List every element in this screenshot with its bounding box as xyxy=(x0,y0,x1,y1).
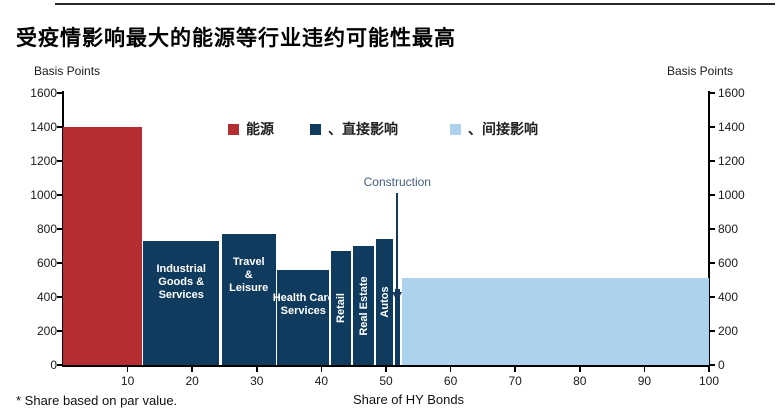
construction-annotation-label: Construction xyxy=(363,175,431,189)
y-tick-right xyxy=(709,296,715,298)
y-tick-label-right: 200 xyxy=(718,324,739,338)
y-tick-label-right: 1400 xyxy=(718,120,745,134)
x-tick-label: 90 xyxy=(637,374,652,388)
footnote: * Share based on par value. xyxy=(16,393,178,408)
y-tick-right xyxy=(709,262,715,264)
legend-item-2: 、间接影响 xyxy=(450,119,538,139)
bar-indirect xyxy=(401,278,709,365)
y-axis-unit-right: Basis Points xyxy=(667,64,734,78)
y-tick-right xyxy=(709,364,715,366)
x-tick xyxy=(191,367,193,372)
y-tick-right xyxy=(709,194,715,196)
y-tick-label-left: 400 xyxy=(36,290,57,304)
legend-label-2: 、间接影响 xyxy=(468,121,538,137)
legend-label-0: 能源 xyxy=(246,121,274,137)
legend-swatch-0 xyxy=(228,123,239,135)
x-tick-label: 10 xyxy=(120,374,135,388)
y-tick-label-left: 1400 xyxy=(30,120,57,134)
y-tick-label-right: 600 xyxy=(718,256,739,270)
bar-energy xyxy=(63,127,142,365)
y-tick-left xyxy=(57,194,63,196)
legend-label-1: 、直接影响 xyxy=(328,121,398,137)
x-axis xyxy=(62,365,710,367)
legend-swatch-1 xyxy=(310,123,321,135)
x-tick xyxy=(514,367,516,372)
y-tick-label-left: 1000 xyxy=(30,188,57,202)
bar-health-care-services xyxy=(277,269,330,365)
x-tick xyxy=(126,367,129,372)
y-tick-label-right: 0 xyxy=(718,358,725,372)
bar-travel-leisure xyxy=(221,234,276,365)
y-tick-label-right: 400 xyxy=(718,290,739,304)
x-tick xyxy=(320,367,323,372)
y-tick-right xyxy=(709,126,715,128)
y-tick-right xyxy=(709,330,715,332)
y-tick-label-right: 1200 xyxy=(718,154,745,168)
y-tick-left xyxy=(57,160,63,162)
y-tick-right xyxy=(709,228,715,230)
y-tick-right xyxy=(709,160,715,162)
chart-title: 受疫情影响最大的能源等行业违约可能性最高 xyxy=(16,27,456,50)
x-tick-label: 70 xyxy=(508,374,522,388)
bar-industrial-goods-services xyxy=(143,240,220,365)
x-tick-label: 40 xyxy=(314,374,329,388)
legend-item-1: 、直接影响 xyxy=(310,119,398,139)
x-axis-label: Share of HY Bonds xyxy=(353,392,465,407)
x-tick xyxy=(385,367,387,372)
y-axis-unit-left: Basis Points xyxy=(34,64,101,78)
y-tick-right xyxy=(709,92,715,94)
bar-real-estate xyxy=(353,246,375,365)
x-tick xyxy=(708,367,710,372)
construction-arrow-head xyxy=(392,292,403,301)
y-tick-label-right: 1600 xyxy=(718,86,745,100)
y-tick-label-left: 1200 xyxy=(30,154,57,168)
y-tick-left xyxy=(57,262,63,264)
legend-swatch-2 xyxy=(450,123,461,135)
y-tick-left xyxy=(57,330,63,332)
x-tick-label: 60 xyxy=(443,374,458,388)
bar-construction xyxy=(395,288,400,365)
x-tick-label: 50 xyxy=(379,374,393,388)
y-tick-label-left: 1600 xyxy=(30,86,57,100)
y-tick-left xyxy=(57,364,63,366)
y-tick-label-left: 600 xyxy=(36,256,57,270)
y-tick-left xyxy=(57,296,63,298)
bar-retail xyxy=(331,251,352,365)
y-tick-label-left: 800 xyxy=(36,222,57,236)
x-tick-label: 100 xyxy=(698,374,720,388)
x-tick-label: 20 xyxy=(185,374,199,388)
x-tick xyxy=(579,367,581,372)
x-tick-label: 30 xyxy=(250,374,264,388)
top-divider xyxy=(55,3,775,5)
legend-item-0: 能源 xyxy=(228,119,274,139)
y-tick-label-right: 800 xyxy=(718,222,739,236)
y-tick-label-left: 200 xyxy=(36,324,57,338)
x-tick xyxy=(643,367,646,372)
x-tick-label: 80 xyxy=(573,374,587,388)
y-tick-left xyxy=(57,228,63,230)
y-tick-left xyxy=(57,126,63,128)
x-tick xyxy=(449,367,452,372)
y-tick-label-right: 1000 xyxy=(718,188,745,202)
x-tick xyxy=(256,367,258,372)
y-tick-label-left: 0 xyxy=(50,358,57,372)
y-tick-left xyxy=(57,92,63,94)
construction-arrow-line xyxy=(396,193,399,293)
bar-autos xyxy=(376,239,394,365)
